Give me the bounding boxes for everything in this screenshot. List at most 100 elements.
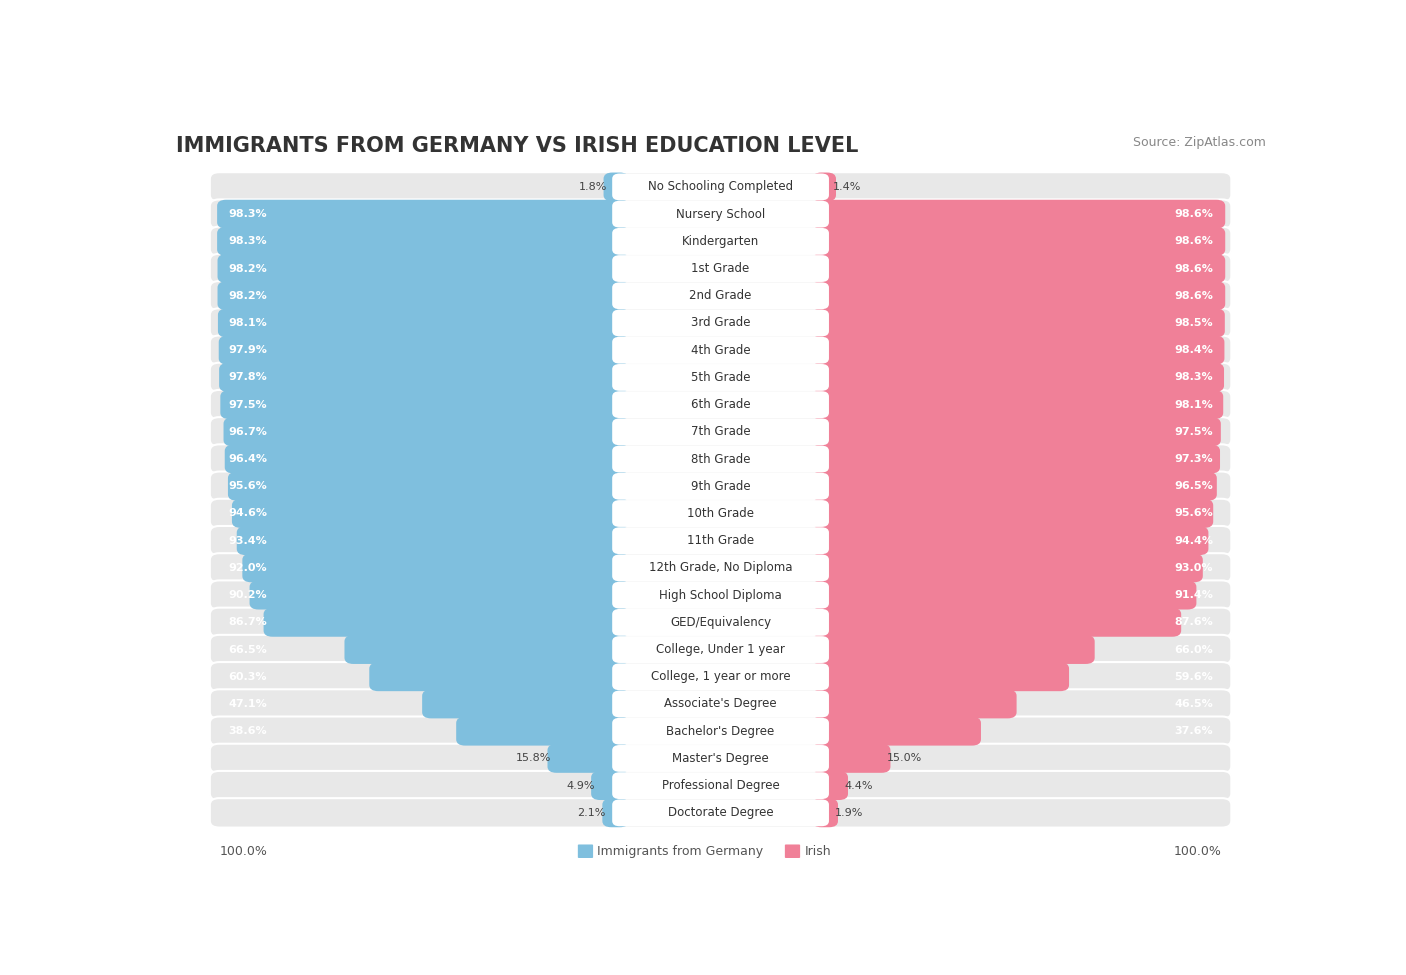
Text: 98.6%: 98.6% <box>1174 291 1213 300</box>
FancyBboxPatch shape <box>813 309 1225 337</box>
Text: Master's Degree: Master's Degree <box>672 752 769 765</box>
FancyBboxPatch shape <box>209 607 1232 637</box>
FancyBboxPatch shape <box>612 201 830 227</box>
Text: 96.5%: 96.5% <box>1174 482 1213 491</box>
Text: Bachelor's Degree: Bachelor's Degree <box>666 724 775 738</box>
FancyBboxPatch shape <box>221 390 628 419</box>
Text: 3rd Grade: 3rd Grade <box>690 317 751 330</box>
Text: 100.0%: 100.0% <box>1174 844 1222 858</box>
FancyBboxPatch shape <box>209 580 1232 609</box>
Text: 38.6%: 38.6% <box>228 726 267 736</box>
Text: Source: ZipAtlas.com: Source: ZipAtlas.com <box>1132 136 1265 149</box>
Text: 94.6%: 94.6% <box>228 509 267 519</box>
FancyBboxPatch shape <box>813 744 890 773</box>
FancyBboxPatch shape <box>209 662 1232 691</box>
Text: 15.0%: 15.0% <box>887 754 922 763</box>
Text: 98.2%: 98.2% <box>228 291 267 300</box>
Text: 9th Grade: 9th Grade <box>690 480 751 492</box>
Text: 12th Grade, No Diploma: 12th Grade, No Diploma <box>648 562 793 574</box>
FancyBboxPatch shape <box>209 744 1232 773</box>
Text: 60.3%: 60.3% <box>228 672 267 682</box>
Text: IMMIGRANTS FROM GERMANY VS IRISH EDUCATION LEVEL: IMMIGRANTS FROM GERMANY VS IRISH EDUCATI… <box>176 136 858 156</box>
FancyBboxPatch shape <box>217 200 628 228</box>
FancyBboxPatch shape <box>612 418 830 446</box>
FancyBboxPatch shape <box>813 390 1223 419</box>
Text: 90.2%: 90.2% <box>228 590 267 601</box>
FancyBboxPatch shape <box>612 718 830 745</box>
Text: 98.1%: 98.1% <box>228 318 267 328</box>
FancyBboxPatch shape <box>209 363 1232 392</box>
Text: 95.6%: 95.6% <box>228 482 267 491</box>
Text: 97.3%: 97.3% <box>1174 454 1213 464</box>
FancyBboxPatch shape <box>209 526 1232 556</box>
FancyBboxPatch shape <box>813 771 848 800</box>
FancyBboxPatch shape <box>217 227 628 255</box>
Text: 4.4%: 4.4% <box>845 781 873 791</box>
FancyBboxPatch shape <box>612 228 830 254</box>
Text: 97.5%: 97.5% <box>228 400 267 410</box>
FancyBboxPatch shape <box>813 335 1225 365</box>
Text: GED/Equivalency: GED/Equivalency <box>671 616 770 629</box>
FancyBboxPatch shape <box>224 417 628 447</box>
Text: 92.0%: 92.0% <box>228 563 267 573</box>
FancyBboxPatch shape <box>612 636 830 663</box>
Text: 2nd Grade: 2nd Grade <box>689 290 752 302</box>
FancyBboxPatch shape <box>209 717 1232 746</box>
Text: 59.6%: 59.6% <box>1174 672 1213 682</box>
FancyBboxPatch shape <box>612 772 830 800</box>
FancyBboxPatch shape <box>591 771 628 800</box>
Text: 6th Grade: 6th Grade <box>690 398 751 411</box>
FancyBboxPatch shape <box>209 445 1232 474</box>
FancyBboxPatch shape <box>209 689 1232 719</box>
FancyBboxPatch shape <box>612 255 830 282</box>
FancyBboxPatch shape <box>249 581 628 609</box>
FancyBboxPatch shape <box>612 174 830 200</box>
FancyBboxPatch shape <box>612 527 830 554</box>
Text: 91.4%: 91.4% <box>1174 590 1213 601</box>
FancyBboxPatch shape <box>813 635 1095 664</box>
FancyBboxPatch shape <box>813 282 1225 310</box>
FancyBboxPatch shape <box>209 390 1232 419</box>
FancyBboxPatch shape <box>813 363 1225 392</box>
FancyBboxPatch shape <box>209 335 1232 365</box>
Text: 98.4%: 98.4% <box>1174 345 1213 355</box>
FancyBboxPatch shape <box>612 555 830 581</box>
FancyBboxPatch shape <box>209 799 1232 828</box>
Text: 97.9%: 97.9% <box>228 345 267 355</box>
Text: 98.6%: 98.6% <box>1174 209 1213 219</box>
FancyBboxPatch shape <box>263 608 628 637</box>
FancyBboxPatch shape <box>602 799 628 827</box>
Text: High School Diploma: High School Diploma <box>659 589 782 602</box>
FancyBboxPatch shape <box>344 635 628 664</box>
FancyBboxPatch shape <box>209 226 1232 256</box>
FancyBboxPatch shape <box>370 662 628 691</box>
FancyBboxPatch shape <box>209 553 1232 583</box>
Text: 94.4%: 94.4% <box>1174 535 1213 546</box>
FancyBboxPatch shape <box>612 446 830 473</box>
Text: 98.6%: 98.6% <box>1174 236 1213 247</box>
FancyBboxPatch shape <box>813 554 1202 582</box>
FancyBboxPatch shape <box>209 173 1232 202</box>
Text: Irish: Irish <box>804 844 831 858</box>
FancyBboxPatch shape <box>547 744 628 773</box>
FancyBboxPatch shape <box>236 526 628 555</box>
FancyBboxPatch shape <box>612 391 830 418</box>
FancyBboxPatch shape <box>813 689 1017 719</box>
Text: 98.2%: 98.2% <box>228 263 267 274</box>
FancyBboxPatch shape <box>228 472 628 501</box>
FancyBboxPatch shape <box>242 554 628 582</box>
FancyBboxPatch shape <box>813 417 1220 447</box>
Text: 8th Grade: 8th Grade <box>690 452 751 465</box>
Text: 15.8%: 15.8% <box>516 754 551 763</box>
Text: 5th Grade: 5th Grade <box>690 370 751 384</box>
FancyBboxPatch shape <box>612 310 830 336</box>
FancyBboxPatch shape <box>612 500 830 526</box>
Text: 97.8%: 97.8% <box>228 372 267 382</box>
Text: 11th Grade: 11th Grade <box>688 534 754 547</box>
Text: 97.5%: 97.5% <box>1174 427 1213 437</box>
Text: 98.3%: 98.3% <box>1174 372 1213 382</box>
FancyBboxPatch shape <box>813 227 1225 255</box>
FancyBboxPatch shape <box>456 717 628 746</box>
Text: Immigrants from Germany: Immigrants from Germany <box>598 844 763 858</box>
Text: 1.9%: 1.9% <box>834 808 863 818</box>
